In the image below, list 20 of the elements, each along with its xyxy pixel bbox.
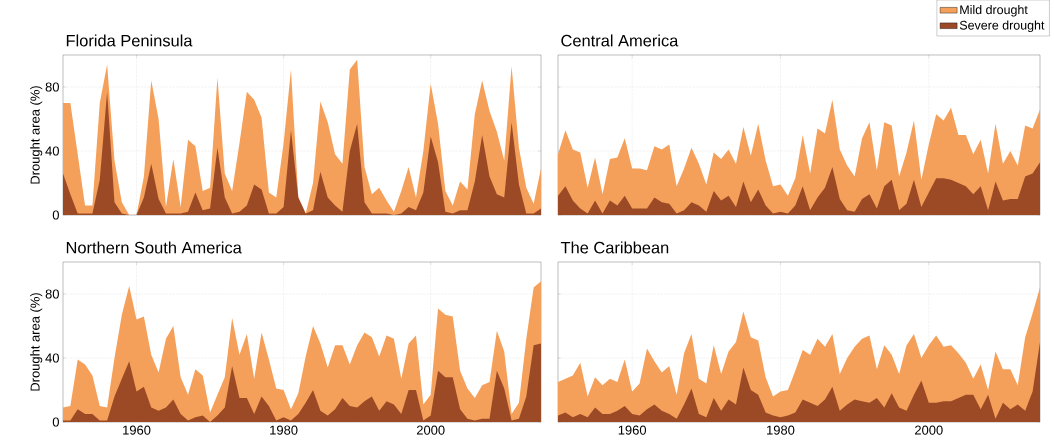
- chart-title: Florida Peninsula: [66, 34, 193, 47]
- chart-title: The Caribbean: [560, 241, 669, 254]
- y-tick-label: 40: [45, 146, 59, 156]
- y-tick-label: 0: [52, 417, 59, 427]
- y-tick-label: 0: [52, 210, 59, 220]
- chart-title: Central America: [561, 34, 679, 47]
- x-tick-label: 2000: [416, 425, 445, 435]
- y-axis-title: Drought area (%): [30, 86, 43, 184]
- x-tick-label: 1960: [618, 425, 647, 435]
- y-tick-label: 80: [45, 82, 59, 92]
- legend-label: Mild drought: [960, 4, 1028, 17]
- legend-label: Severe drought: [959, 20, 1045, 33]
- y-tick-label: 80: [45, 289, 59, 299]
- chart-title: Northern South America: [66, 241, 242, 254]
- y-axis-title: Drought area (%): [30, 293, 43, 391]
- y-tick-label: 40: [45, 353, 59, 363]
- x-tick-label: 1960: [123, 425, 151, 435]
- x-tick-label: 1980: [767, 425, 795, 435]
- x-tick-label: 1980: [270, 425, 298, 435]
- x-tick-label: 2000: [915, 425, 943, 435]
